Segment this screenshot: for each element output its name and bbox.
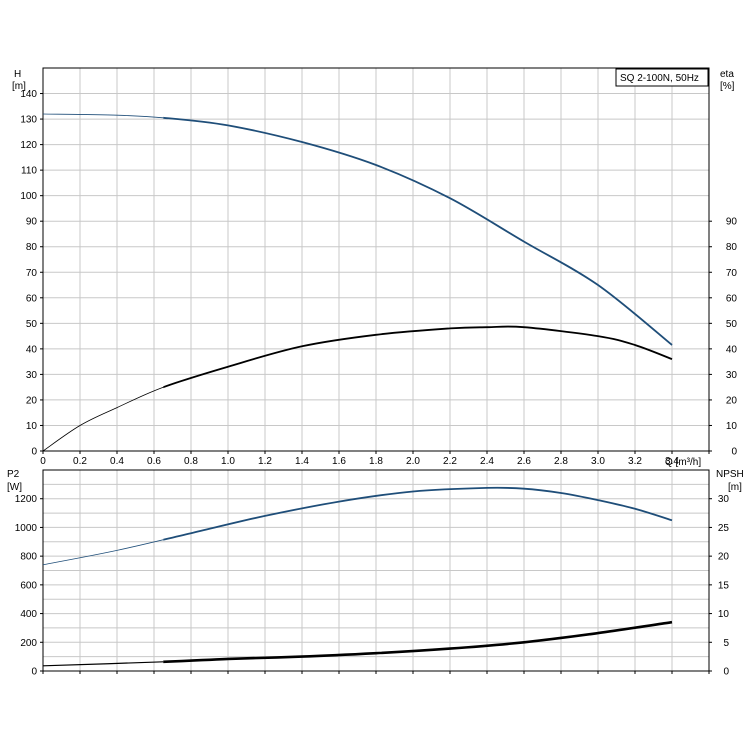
bottom-plot-ticks: 0 200 400 600 800 1000 1200 0 5 10 15 20 25 30	[15, 494, 730, 677]
y-left-tick-label: 0	[31, 667, 37, 678]
y-right-tick-label: 90	[726, 217, 738, 228]
bottom-plot-grid	[43, 470, 709, 671]
top-series-0-line	[163, 116, 673, 346]
x-tick-label: 2.2	[443, 456, 457, 467]
y-left-tick-label: 60	[26, 293, 38, 304]
y-right-tick-label: 40	[726, 344, 738, 355]
x-tick-label: 2.6	[517, 456, 531, 467]
y-left-tick-label: 1000	[15, 523, 38, 534]
y-left-tick-label: 70	[26, 268, 38, 279]
y-right-tick-label: 30	[718, 494, 730, 505]
x-tick-label: 0.8	[184, 456, 198, 467]
x-tick-label: 3.4	[665, 456, 679, 467]
y-left-tick-label: 90	[26, 217, 38, 228]
x-tick-label: 1.8	[369, 456, 383, 467]
y-right-tick-label: 80	[726, 242, 738, 253]
y-left-tick-label: 50	[26, 319, 38, 330]
y-left-tick-label: 140	[20, 89, 37, 100]
y-right-tick-label: 15	[718, 580, 730, 591]
y-left-tick-label: 1200	[15, 494, 38, 505]
y-left-tick-label: 600	[20, 580, 37, 591]
x-tick-label: 1.6	[332, 456, 346, 467]
top-y-left-label-line1: H	[14, 69, 21, 80]
y-left-tick-label: 200	[20, 638, 37, 649]
x-tick-label: 2.8	[554, 456, 568, 467]
x-tick-label: 0.2	[73, 456, 87, 467]
top-plot-series	[42, 113, 673, 452]
y-left-tick-label: 40	[26, 344, 38, 355]
bottom-y-right-label-line1: NPSH	[716, 469, 744, 480]
x-tick-label: 2.4	[480, 456, 494, 467]
x-tick-label: 3.0	[591, 456, 605, 467]
bottom-series-1-line	[163, 620, 673, 664]
y-right-tick-label: 20	[718, 552, 730, 563]
top-plot-grid	[43, 68, 709, 451]
y-left-tick-label: 100	[20, 191, 37, 202]
bottom-y-left-label-line1: P2	[7, 469, 20, 480]
top-series-0-line-extrapolated	[42, 113, 164, 119]
x-tick-label: 0	[40, 456, 46, 467]
x-axis-label: Q [m³/h]	[665, 457, 701, 468]
y-left-tick-label: 0	[31, 447, 37, 458]
x-tick-label: 2.0	[406, 456, 420, 467]
top-series-1-line-extrapolated	[42, 386, 164, 452]
y-right-tick-label: 10	[726, 421, 738, 432]
bottom-series-0-line	[163, 486, 673, 541]
x-tick-label: 0.4	[110, 456, 124, 467]
x-tick-label: 1.0	[221, 456, 235, 467]
y-left-tick-label: 30	[26, 370, 38, 381]
chart-title: SQ 2-100N, 50Hz	[620, 73, 699, 84]
top-y-left-label-line2: [m]	[12, 81, 26, 92]
y-right-tick-label: 5	[723, 638, 729, 649]
top-plot-ticks: 0 0.2 0.4 0.6 0.8 1.0 1.2 1.4 1.6 1.8 2.0 2.2 2.4 2.6…	[20, 89, 737, 467]
bottom-plot-series	[42, 486, 673, 667]
y-right-tick-label: 60	[726, 293, 738, 304]
y-left-tick-label: 800	[20, 552, 37, 563]
x-tick-label: 3.2	[628, 456, 642, 467]
y-right-tick-label: 25	[718, 523, 730, 534]
legend-box	[615, 68, 709, 87]
y-left-tick-label: 110	[21, 166, 37, 177]
y-right-tick-label: 70	[726, 268, 738, 279]
y-right-tick-label: 20	[726, 395, 738, 406]
y-left-tick-label: 400	[20, 609, 37, 620]
bottom-y-left-label-line2: [W]	[7, 482, 22, 493]
y-right-tick-label: 0	[731, 447, 737, 458]
x-tick-label: 0.6	[147, 456, 161, 467]
y-left-tick-label: 10	[26, 421, 38, 432]
top-series-1-line	[163, 325, 673, 389]
y-right-tick-label: 50	[726, 319, 738, 330]
y-left-tick-label: 120	[20, 140, 37, 151]
y-right-tick-label: 30	[726, 370, 738, 381]
x-tick-label: 1.2	[258, 456, 272, 467]
y-left-tick-label: 20	[26, 395, 38, 406]
x-tick-label: 1.4	[295, 456, 309, 467]
y-right-tick-label: 10	[718, 609, 730, 620]
y-right-tick-label: 0	[723, 667, 729, 678]
top-y-right-label-line2: [%]	[720, 81, 735, 92]
y-left-tick-label: 80	[26, 242, 38, 253]
y-left-tick-label: 130	[20, 115, 37, 126]
top-y-right-label-line1: eta	[720, 69, 734, 80]
bottom-y-right-label-line2: [m]	[728, 482, 742, 493]
